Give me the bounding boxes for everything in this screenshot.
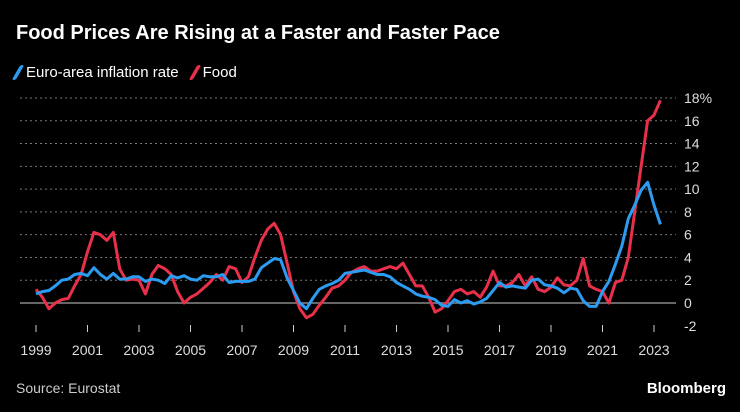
y-tick-label: 4 — [684, 249, 692, 265]
x-tick-label: 2013 — [381, 342, 412, 358]
x-tick-label: 2021 — [587, 342, 618, 358]
y-tick-label: 16 — [684, 113, 700, 129]
legend-item-food: Food — [188, 64, 237, 81]
legend-label-food: Food — [202, 64, 237, 81]
legend: Euro-area inflation rate Food — [11, 64, 237, 81]
x-tick-label: 1999 — [20, 342, 51, 358]
y-tick-label: 8 — [684, 204, 692, 220]
x-tick-label: 2005 — [175, 342, 206, 358]
food-line — [34, 99, 662, 320]
x-tick-label: 2009 — [278, 342, 309, 358]
x-tick-label: 2017 — [484, 342, 515, 358]
x-tick-label: 2003 — [123, 342, 154, 358]
x-tick-label: 2023 — [638, 342, 669, 358]
y-tick-label: -2 — [684, 318, 697, 334]
legend-label-inflation: Euro-area inflation rate — [26, 64, 179, 81]
y-tick-label: 0 — [684, 295, 692, 311]
x-tick-label: 2015 — [432, 342, 463, 358]
y-tick-label: 12 — [684, 158, 700, 174]
x-tick-label: 2001 — [72, 342, 103, 358]
chart-title: Food Prices Are Rising at a Faster and F… — [16, 22, 500, 44]
y-tick-label: 2 — [684, 272, 692, 288]
x-tick-label: 2019 — [535, 342, 566, 358]
y-tick-label: 18% — [684, 90, 712, 106]
source-note: Source: Eurostat — [16, 380, 121, 396]
y-tick-label: 6 — [684, 227, 692, 243]
y-tick-label: 14 — [684, 136, 700, 152]
bloomberg-logo: Bloomberg — [646, 380, 726, 397]
inflation-line — [35, 180, 662, 311]
x-tick-label: 2007 — [226, 342, 257, 358]
legend-item-inflation: Euro-area inflation rate — [11, 64, 179, 81]
y-tick-label: 10 — [684, 181, 700, 197]
x-tick-label: 2011 — [330, 342, 360, 358]
